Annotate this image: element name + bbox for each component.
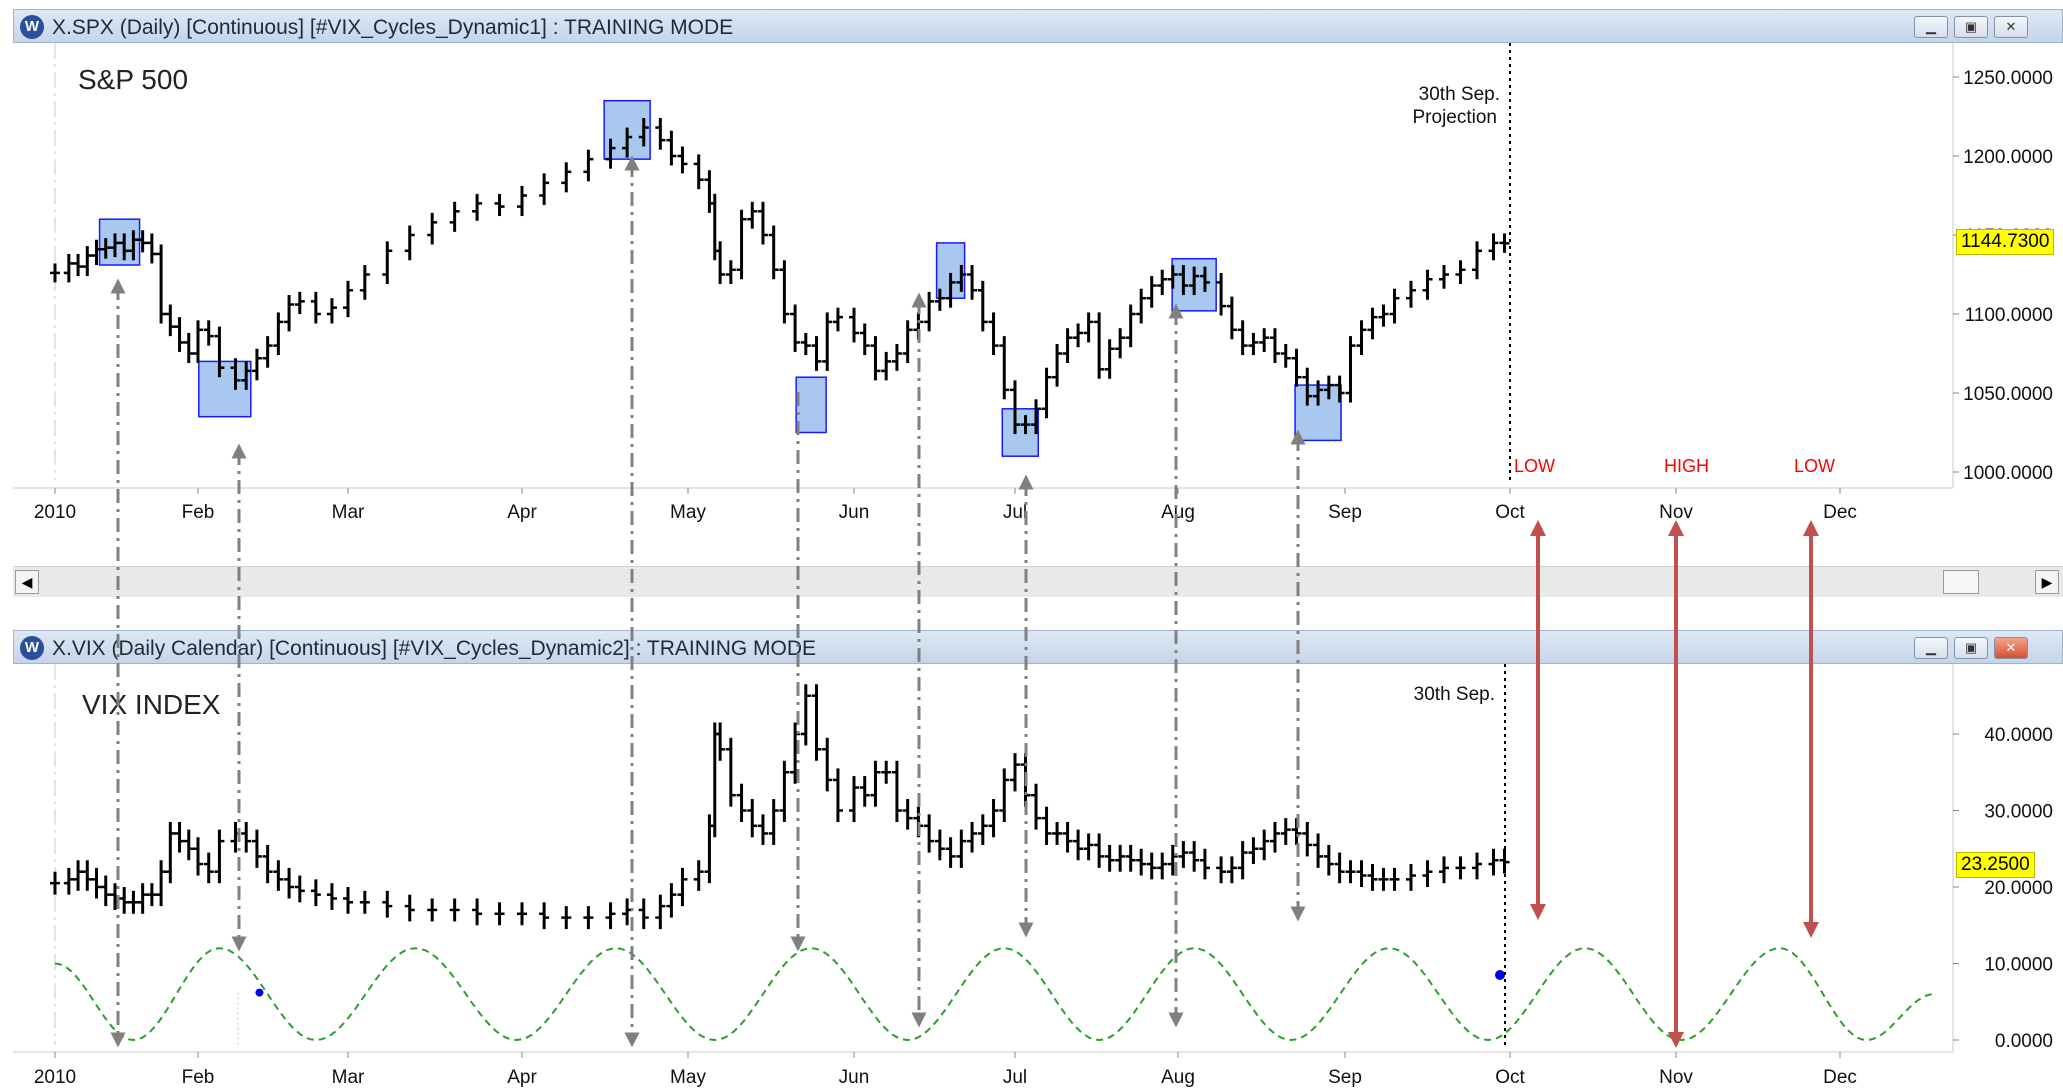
wave59-logo-icon: W <box>20 636 44 660</box>
restore-icon: ▣ <box>1964 640 1978 655</box>
vix-x-tick-label: May <box>670 1067 706 1088</box>
projection-dot <box>1495 969 1505 980</box>
minimize-icon: ▁ <box>1926 640 1936 655</box>
vix-plot-area[interactable] <box>13 664 1953 1052</box>
restore-icon: ▣ <box>1964 19 1978 34</box>
vix-y-tick-label: 20.0000 <box>1984 878 2053 899</box>
guide-arrows <box>110 43 1819 1048</box>
wave59-logo-icon: W <box>20 15 44 39</box>
spx-y-tick-label: 1250.0000 <box>1963 68 2053 89</box>
spx-y-tick-label: 1050.0000 <box>1963 384 2053 405</box>
vix-x-tick-label: Nov <box>1659 1067 1693 1088</box>
vix-x-tick-label: Feb <box>182 1067 215 1088</box>
cycle-dot <box>255 988 264 997</box>
vix-x-tick-label: Jun <box>839 1067 870 1088</box>
vix-x-tick-label: Oct <box>1495 1067 1525 1088</box>
arrow-left-icon: ◀ <box>21 574 33 590</box>
spx-x-tick-label: Oct <box>1495 502 1525 523</box>
spx-x-tick-label: Dec <box>1823 502 1857 523</box>
projection-label-low-2: LOW <box>1794 456 1835 476</box>
vix-x-tick-label: Apr <box>507 1067 537 1088</box>
vix-y-tick-label: 40.0000 <box>1984 725 2053 746</box>
spx-x-tick-label: Jul <box>1003 502 1027 523</box>
vix-x-tick-label: 2010 <box>34 1067 76 1088</box>
minimize-icon: ▁ <box>1926 19 1936 34</box>
minimize-button[interactable]: ▁ <box>1914 16 1948 38</box>
close-button[interactable]: ✕ <box>1994 637 2028 659</box>
turning-point-box <box>1001 408 1040 457</box>
scroll-left-button[interactable]: ◀ <box>15 570 39 594</box>
vix-y-axis: 40.0000 30.0000 20.0000 10.0000 0.0000 <box>1953 725 2053 1052</box>
scroll-right-button[interactable]: ▶ <box>2035 570 2059 594</box>
spx-x-tick-label: Aug <box>1161 502 1195 523</box>
close-icon: ✕ <box>2005 640 2017 655</box>
vix-x-tick-label: Aug <box>1161 1067 1195 1088</box>
vix-x-tick-label: Dec <box>1823 1067 1857 1088</box>
restore-button[interactable]: ▣ <box>1954 637 1988 659</box>
spx-x-tick-label: Sep <box>1328 502 1362 523</box>
vix-y-tick-label: 30.0000 <box>1984 802 2053 823</box>
spx-chart-title: S&P 500 <box>78 64 188 95</box>
turning-point-box <box>198 360 252 418</box>
vix-x-tick-label: Sep <box>1328 1067 1362 1088</box>
minimize-button[interactable]: ▁ <box>1914 637 1948 659</box>
top-window-title: X.SPX (Daily) [Continuous] [#VIX_Cycles_… <box>52 16 734 39</box>
vix-x-axis: 2010 Feb Mar Apr May Jun Jul Aug Sep Oct Nov Dec <box>34 1052 1857 1088</box>
spx-x-tick-label: Apr <box>507 502 537 523</box>
projection-label-high: HIGH <box>1664 456 1709 476</box>
vix-last-price-box: 23.2500 <box>1956 852 2035 878</box>
spx-x-tick-label: Jun <box>839 502 870 523</box>
spx-y-axis: 1250.00001200.00001150.00001100.00001050… <box>1953 68 2053 484</box>
cycle-wave-line <box>54 947 1935 1042</box>
arrow-right-icon: ▶ <box>2041 574 2053 590</box>
restore-button[interactable]: ▣ <box>1954 16 1988 38</box>
spx-last-price-box: 1144.7300 <box>1956 229 2055 255</box>
spx-x-axis: 2010 Feb Mar Apr May Jun Jul Aug Sep Oct Nov Dec <box>34 488 1857 523</box>
spx-y-tick-label: 1100.0000 <box>1965 305 2053 326</box>
close-button[interactable]: ✕ <box>1994 16 2028 38</box>
spx-x-tick-label: Nov <box>1659 502 1693 523</box>
spx-y-tick-label: 1000.0000 <box>1963 463 2053 484</box>
spx-x-tick-label: Mar <box>332 502 365 523</box>
scroll-thumb[interactable] <box>1943 570 1979 594</box>
vix-annotation: 30th Sep. <box>1414 684 1495 705</box>
turning-point-box <box>795 376 827 434</box>
spx-annotation-line2: Projection <box>1413 107 1498 128</box>
vix-y-tick-label: 0.0000 <box>1995 1031 2053 1052</box>
vix-chart-title: VIX INDEX <box>82 689 221 720</box>
vix-x-tick-label: Mar <box>332 1067 365 1088</box>
spx-x-tick-label: 2010 <box>34 502 76 523</box>
close-icon: ✕ <box>2005 19 2017 34</box>
projection-label-low-1: LOW <box>1514 456 1555 476</box>
vix-x-tick-label: Jul <box>1003 1067 1027 1088</box>
spx-plot-area[interactable] <box>13 43 1953 488</box>
spx-y-tick-label: 1200.0000 <box>1963 147 2053 168</box>
spx-x-tick-label: Feb <box>182 502 215 523</box>
vix-cycle-wave <box>54 947 1935 1048</box>
spx-x-tick-label: May <box>670 502 706 523</box>
spx-price-bars <box>50 118 1510 435</box>
top-window-titlebar[interactable]: W X.SPX (Daily) [Continuous] [#VIX_Cycle… <box>13 9 2063 43</box>
vix-y-tick-label: 10.0000 <box>1984 955 2053 976</box>
horizontal-scrollbar[interactable]: ◀ ▶ <box>13 566 2063 597</box>
spx-annotation-line1: 30th Sep. <box>1419 84 1500 105</box>
